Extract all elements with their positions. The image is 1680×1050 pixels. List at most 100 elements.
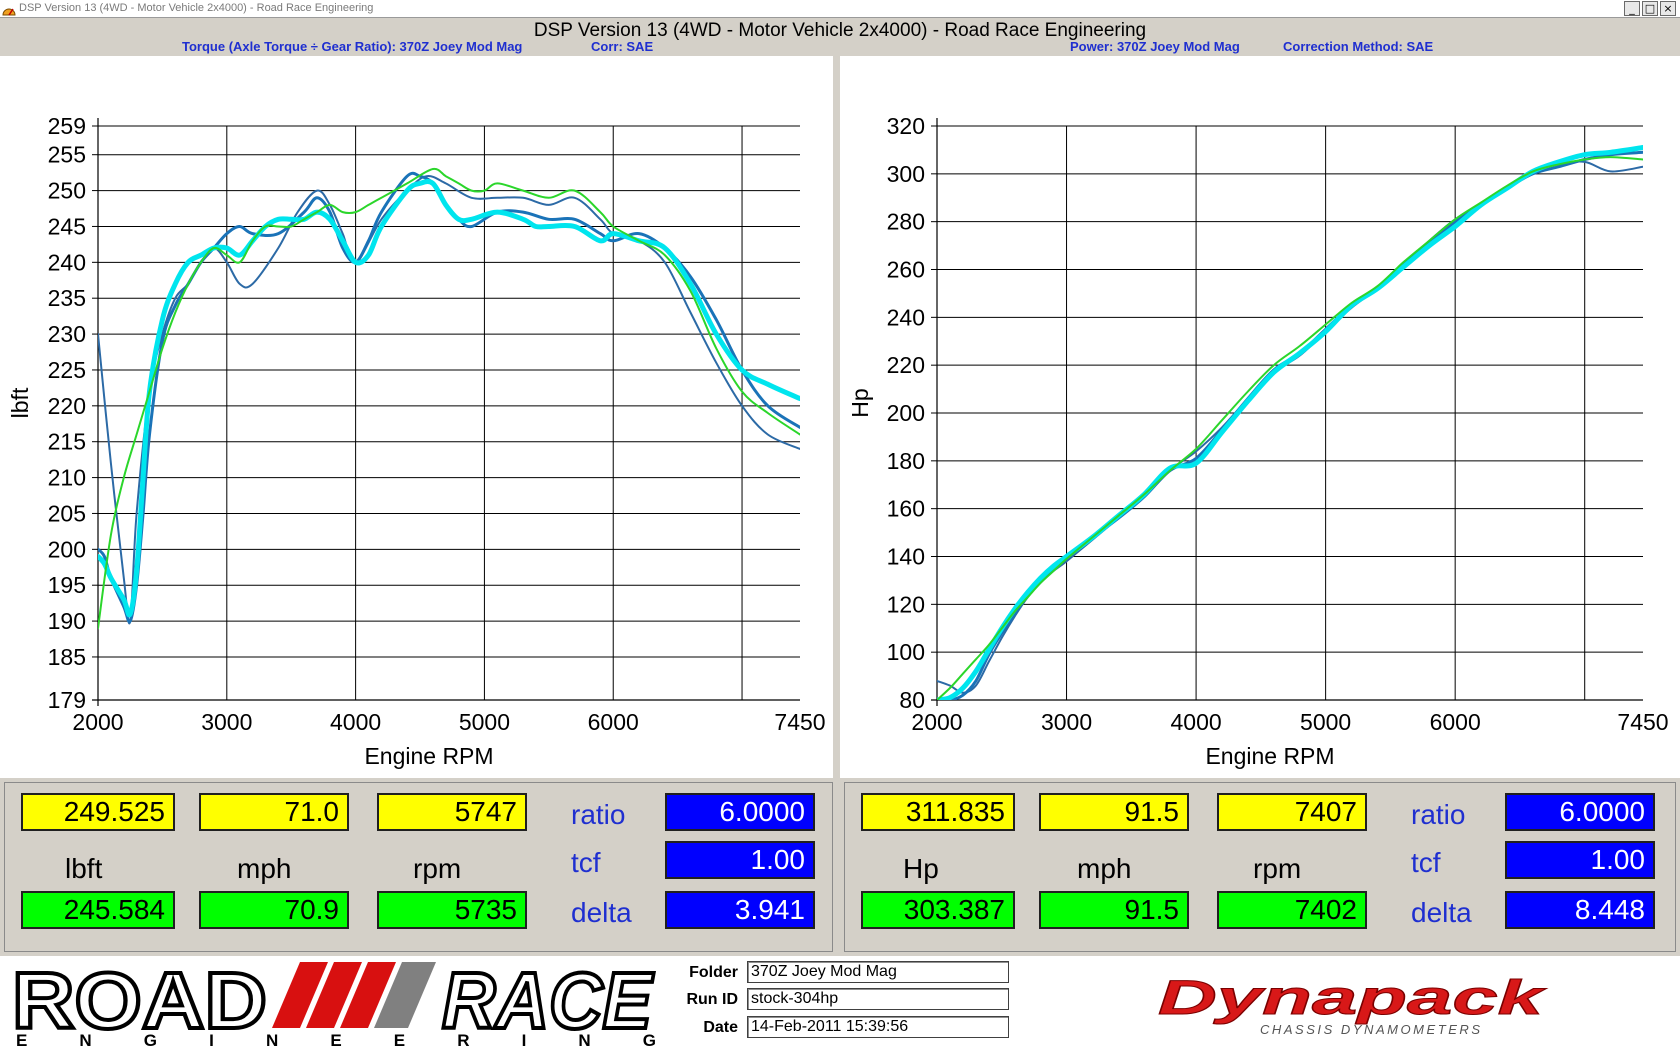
power-chart-title: Power: 370Z Joey Mod Mag [1070,39,1240,54]
run-id-field[interactable]: stock-304hp [747,988,1009,1010]
date-field[interactable]: 14-Feb-2011 15:39:56 [747,1016,1009,1038]
y-tick-label: 180 [887,448,925,474]
road-race-logo: ROAD RACE ENGINEERING [10,958,656,1048]
app-icon [2,8,16,16]
rpm-unit-label: rpm [1253,853,1302,884]
power-correction: Correction Method: SAE [1283,39,1434,54]
torque-y-axis-label: lbft [7,387,33,418]
y-tick-label: 255 [48,142,86,168]
tcf-label: tcf [1411,847,1441,878]
torque-second-speed: 70.9 [199,891,349,929]
torque-series-group [98,167,800,630]
ratio-value: 6.0000 [1505,793,1655,831]
y-tick-label: 195 [48,572,86,598]
delta-value: 8.448 [1505,891,1655,929]
title-bar: DSP Version 13 (4WD - Motor Vehicle 2x40… [0,0,1680,18]
y-tick-label: 80 [899,687,925,713]
footer: ROAD RACE ENGINEERING Folder 370Z Joey M… [0,956,1680,1050]
speed-unit-label: mph [1077,853,1132,884]
x-tick-label: 2000 [72,709,123,735]
torque-correction: Corr: SAE [591,39,654,54]
folder-label: Folder [689,964,738,981]
rpm-unit-label: rpm [413,853,462,884]
delta-label: delta [1411,897,1472,928]
power-grid [936,125,1643,701]
torque-current-rpm: 5747 [377,793,527,831]
y-tick-label: 120 [887,591,925,617]
power-y-axis-label: Hp [847,388,873,417]
x-tick-label: 3000 [201,709,252,735]
x-tick-label: 4000 [1170,709,1221,735]
logo-race: RACE [442,958,654,1045]
x-tick-label: 5000 [1300,709,1351,735]
y-tick-label: 280 [887,209,925,235]
close-button[interactable]: × [1660,1,1676,16]
power-second-value: 303.387 [861,891,1015,929]
delta-value: 3.941 [665,891,815,929]
delta-label: delta [571,897,632,928]
power-series-line-2 [937,150,1643,700]
power-series-line-1 [937,160,1643,694]
torque-chart-panel: 179 185 190 195 200 205 210 215 220 225 230 235 240 2… [0,56,833,778]
torque-current-speed: 71.0 [199,793,349,831]
tcf-value: 1.00 [665,841,815,879]
y-tick-label: 260 [887,257,925,283]
torque-second-rpm: 5735 [377,891,527,929]
torque-chart: 179 185 190 195 200 205 210 215 220 225 230 235 240 2… [7,113,826,769]
y-tick-label: 200 [48,536,86,562]
y-tick-label: 235 [48,285,86,311]
x-tick-label: 7450 [1617,709,1668,735]
y-tick-label: 200 [887,400,925,426]
speed-unit-label: mph [237,853,292,884]
torque-series-line-4 [98,167,800,630]
x-tick-label: 5000 [459,709,510,735]
power-chart: 80 100 120 140 160 180 200 220 240 260 280 300 320 20… [847,113,1669,769]
minimize-button[interactable]: _ [1624,1,1640,16]
dynapack-logo: Dynapack CHASSIS DYNAMOMETERS [1158,972,1548,1038]
ratio-label: ratio [1411,799,1466,830]
power-current-value: 311.835 [861,793,1015,831]
y-tick-label: 240 [48,249,86,275]
power-series-group [937,145,1643,700]
torque-series-line-3 [98,179,800,618]
power-second-rpm: 7402 [1217,891,1367,929]
torque-x-axis-label: Engine RPM [364,743,493,769]
window-title: DSP Version 13 (4WD - Motor Vehicle 2x40… [19,2,374,14]
y-tick-label: 210 [48,465,86,491]
x-tick-label: 3000 [1041,709,1092,735]
torque-chart-title: Torque (Axle Torque ÷ Gear Ratio): 370Z … [182,39,523,54]
y-tick-label: 100 [887,639,925,665]
x-tick-label: 2000 [911,709,962,735]
power-series-line-4 [937,156,1643,700]
y-tick-label: 245 [48,213,86,239]
y-tick-label: 259 [48,113,86,139]
page-title: DSP Version 13 (4WD - Motor Vehicle 2x40… [533,20,1147,41]
folder-field[interactable]: 370Z Joey Mod Mag [747,961,1009,983]
y-tick-label: 205 [48,500,86,526]
tcf-value: 1.00 [1505,841,1655,879]
power-unit-label: Hp [903,853,939,884]
torque-readouts: 249.525 71.0 5747 lbft mph rpm 245.584 7… [4,782,833,952]
power-current-rpm: 7407 [1217,793,1367,831]
tcf-label: tcf [571,847,601,878]
x-tick-label: 4000 [330,709,381,735]
y-tick-label: 179 [48,687,86,713]
torque-grid [97,125,800,701]
power-x-axis-label: Engine RPM [1205,743,1334,769]
x-tick-label: 6000 [588,709,639,735]
y-tick-label: 230 [48,321,86,347]
ratio-label: ratio [571,799,626,830]
x-tick-label: 6000 [1430,709,1481,735]
power-second-speed: 91.5 [1039,891,1189,929]
y-tick-label: 320 [887,113,925,139]
torque-second-value: 245.584 [21,891,175,929]
torque-unit-label: lbft [65,853,103,884]
maximize-button[interactable]: □ [1642,1,1658,16]
y-tick-label: 220 [48,393,86,419]
torque-series-line-1 [98,175,800,625]
torque-series-line-2 [98,171,800,624]
y-tick-label: 240 [887,304,925,330]
y-tick-label: 160 [887,496,925,522]
y-tick-label: 220 [887,352,925,378]
y-tick-label: 140 [887,544,925,570]
